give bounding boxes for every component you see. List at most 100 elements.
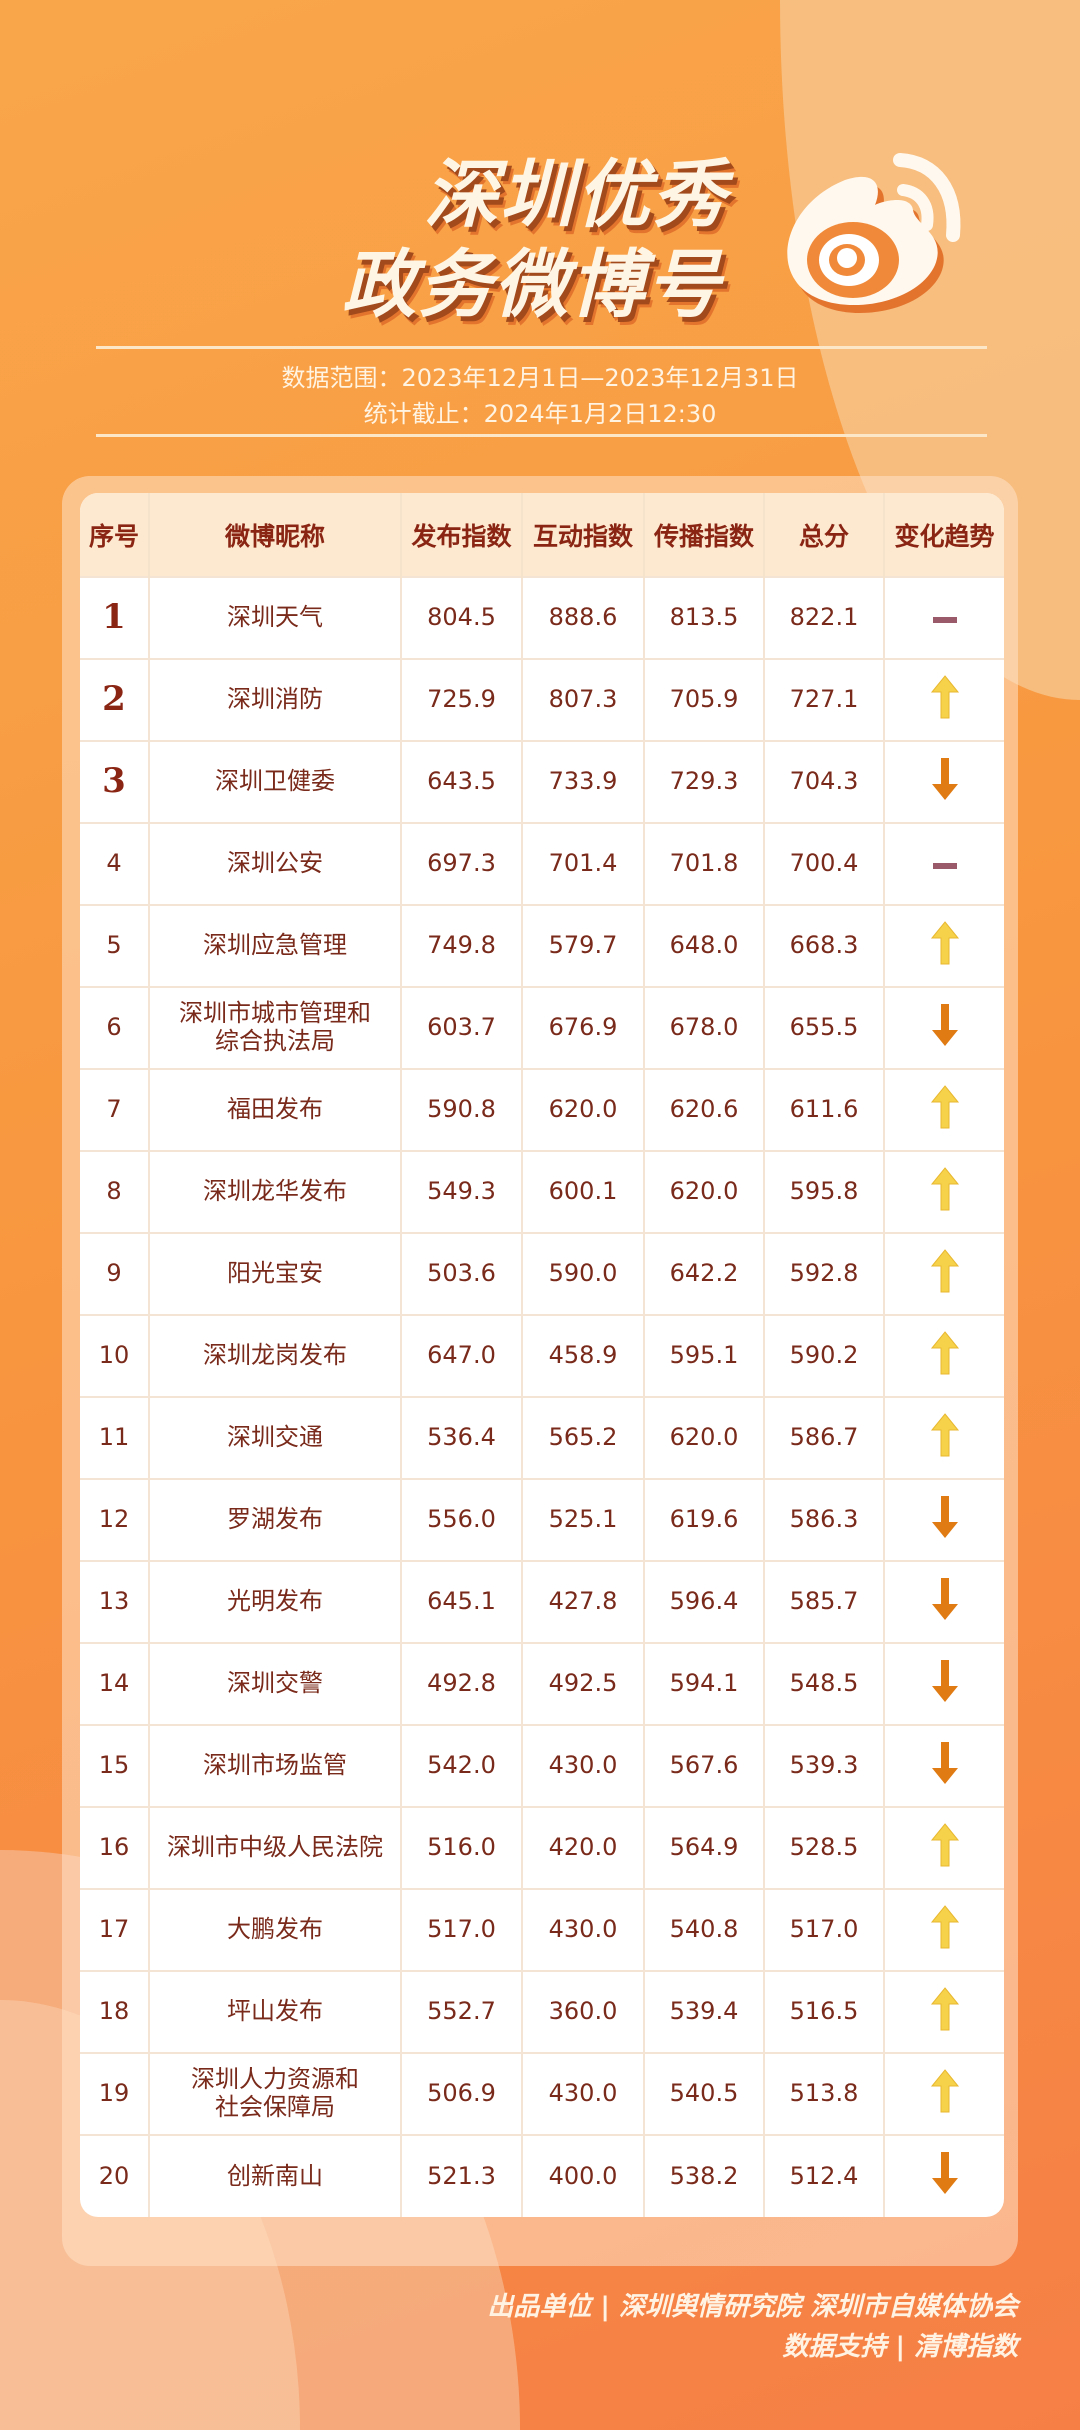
cell-text: 1 xyxy=(102,597,126,638)
account-name: 光明发布 xyxy=(149,1560,402,1643)
total-score: 513.8 xyxy=(764,2052,885,2135)
account-name: 深圳公安 xyxy=(149,822,402,905)
cell-text: 596.4 xyxy=(669,1587,739,1616)
cell-text: 坪山发布 xyxy=(227,1997,323,2026)
spread-index: 595.1 xyxy=(644,1314,765,1397)
publish-index: 536.4 xyxy=(401,1396,523,1479)
cell-text: 深圳市场监管 xyxy=(203,1751,347,1780)
table-row: 3 深圳卫健委 643.5 733.9 729.3 704.3 xyxy=(80,740,1004,823)
rank: 19 xyxy=(80,2052,150,2135)
cell-text: 福田发布 xyxy=(227,1095,323,1124)
spread-index: 540.5 xyxy=(644,2052,765,2135)
cell-text: 725.9 xyxy=(427,685,496,714)
account-name: 深圳龙华发布 xyxy=(149,1150,402,1233)
cell-text: 590.8 xyxy=(427,1095,496,1124)
cell-text: 600.1 xyxy=(548,1177,618,1206)
trend-up-icon xyxy=(884,1806,1004,1889)
table-row: 1 深圳天气 804.5 888.6 813.5 822.1 xyxy=(80,576,1004,659)
cell-text: 539.4 xyxy=(669,1997,739,2026)
total-score: 512.4 xyxy=(764,2134,885,2217)
spread-index: 620.6 xyxy=(644,1068,765,1151)
interaction-index: 525.1 xyxy=(522,1478,645,1561)
cell-text: 564.9 xyxy=(669,1833,739,1862)
cell-text: 3 xyxy=(102,761,126,802)
cell-text: 705.9 xyxy=(669,685,739,714)
cell-text: 11 xyxy=(98,1423,130,1452)
account-name: 深圳市城市管理和 综合执法局 xyxy=(149,986,402,1069)
cell-text: 15 xyxy=(98,1751,130,1780)
trend-same-icon xyxy=(884,576,1004,659)
cell-text: 822.1 xyxy=(789,603,859,632)
cell-text: 深圳天气 xyxy=(227,603,323,632)
cell-text: 585.7 xyxy=(789,1587,859,1616)
publish-index: 552.7 xyxy=(401,1970,523,2053)
rank: 13 xyxy=(80,1560,150,1643)
cell-text: 516.0 xyxy=(427,1833,496,1862)
account-name: 阳光宝安 xyxy=(149,1232,402,1315)
cell-text: 430.0 xyxy=(548,2079,618,2108)
rank: 1 xyxy=(80,576,150,659)
account-name: 深圳应急管理 xyxy=(149,904,402,987)
cell-text: 590.0 xyxy=(548,1259,618,1288)
cell-text: 521.3 xyxy=(427,2161,496,2190)
trend-up-icon xyxy=(884,904,1004,987)
table-row: 14 深圳交警 492.8 492.5 594.1 548.5 xyxy=(80,1642,1004,1725)
trend-down-icon xyxy=(884,1478,1004,1561)
cell-text: 2 xyxy=(102,679,126,720)
table-row: 8 深圳龙华发布 549.3 600.1 620.0 595.8 xyxy=(80,1150,1004,1233)
divider xyxy=(96,434,987,437)
cell-text: 567.6 xyxy=(669,1751,739,1780)
cell-text: 603.7 xyxy=(427,1013,496,1042)
table-row: 5 深圳应急管理 749.8 579.7 648.0 668.3 xyxy=(80,904,1004,987)
cell-text: 678.0 xyxy=(669,1013,739,1042)
cell-text: 9 xyxy=(106,1259,122,1288)
trend-down-icon xyxy=(884,986,1004,1069)
cell-text: 503.6 xyxy=(427,1259,496,1288)
cell-text: 548.5 xyxy=(789,1669,859,1698)
cell-text: 579.7 xyxy=(548,931,618,960)
spread-index: 538.2 xyxy=(644,2134,765,2217)
trend-down-icon xyxy=(884,2134,1004,2217)
trend-up-icon xyxy=(884,1396,1004,1479)
interaction-index: 492.5 xyxy=(522,1642,645,1725)
data-range-text: 数据范围：2023年12月1日—2023年12月31日 xyxy=(281,364,799,392)
rank: 15 xyxy=(80,1724,150,1807)
cell-text: 16 xyxy=(98,1833,130,1862)
publish-index: 697.3 xyxy=(401,822,523,905)
cell-text: 深圳人力资源和 社会保障局 xyxy=(191,2065,359,2121)
spread-index: 620.0 xyxy=(644,1150,765,1233)
trend-up-icon xyxy=(884,1068,1004,1151)
cell-text: 620.0 xyxy=(669,1177,739,1206)
total-score: 668.3 xyxy=(764,904,885,987)
cell-text: 400.0 xyxy=(548,2161,618,2190)
rank: 9 xyxy=(80,1232,150,1315)
cell-text: 592.8 xyxy=(789,1259,859,1288)
spread-index: 642.2 xyxy=(644,1232,765,1315)
account-name: 罗湖发布 xyxy=(149,1478,402,1561)
spread-index: 813.5 xyxy=(644,576,765,659)
account-name: 深圳交警 xyxy=(149,1642,402,1725)
publish-index: 643.5 xyxy=(401,740,523,823)
table-row: 6 深圳市城市管理和 综合执法局 603.7 676.9 678.0 655.5 xyxy=(80,986,1004,1069)
account-name: 深圳市场监管 xyxy=(149,1724,402,1807)
total-score: 595.8 xyxy=(764,1150,885,1233)
cell-text: 7 xyxy=(106,1095,122,1124)
cell-text: 深圳市中级人民法院 xyxy=(167,1833,383,1862)
account-name: 创新南山 xyxy=(149,2134,402,2217)
cell-text: 540.5 xyxy=(669,2079,739,2108)
cell-text: 668.3 xyxy=(789,931,859,960)
cell-text: 701.8 xyxy=(669,849,739,878)
cell-text: 深圳应急管理 xyxy=(203,931,347,960)
total-score: 700.4 xyxy=(764,822,885,905)
cell-text: 586.3 xyxy=(789,1505,859,1534)
trend-up-icon xyxy=(884,1888,1004,1971)
total-score: 528.5 xyxy=(764,1806,885,1889)
cell-text: 556.0 xyxy=(427,1505,496,1534)
cell-text: 458.9 xyxy=(548,1341,618,1370)
interaction-index: 400.0 xyxy=(522,2134,645,2217)
total-score: 590.2 xyxy=(764,1314,885,1397)
publish-index: 645.1 xyxy=(401,1560,523,1643)
cell-text: 深圳交警 xyxy=(227,1669,323,1698)
publish-index: 492.8 xyxy=(401,1642,523,1725)
weibo-logo-icon xyxy=(787,153,961,314)
